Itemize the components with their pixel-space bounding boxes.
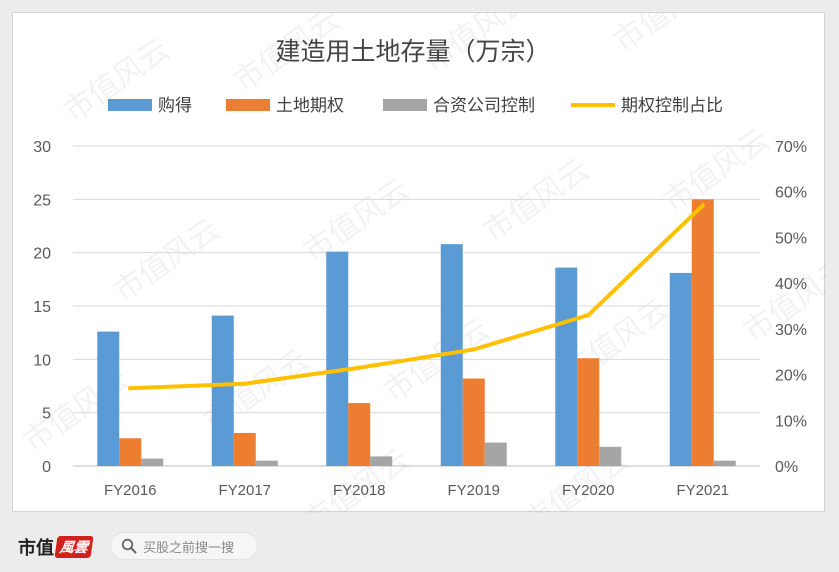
watermark-text: 市值风云 [608,13,725,59]
bar [326,251,349,466]
bar [713,460,736,466]
bar [141,458,164,466]
search-placeholder: 买股之前搜一搜 [143,539,235,555]
y-right-tick-label: 60% [775,185,807,202]
x-tick-label: FY2017 [218,482,271,499]
y-left-tick-label: 10 [33,352,51,369]
bar [462,378,485,466]
line-point [700,203,705,208]
watermark-text: 市值风云 [658,123,775,219]
bar [440,244,463,466]
x-tick-label: FY2018 [333,482,386,499]
bar [484,442,507,466]
bar [691,199,714,467]
y-left-tick-label: 5 [42,406,51,423]
brand-text: 市值 [18,538,54,559]
bar [370,456,393,466]
bar [233,432,256,466]
y-right-tick-label: 10% [775,413,807,430]
bar [211,315,234,466]
y-left-tick-label: 30 [33,139,51,156]
x-tick-label: FY2021 [676,482,729,499]
watermark-text: 市值风云 [108,213,225,309]
bar [119,438,142,466]
y-left-tick-label: 15 [33,299,51,316]
brand-badge: 風雲 [54,536,94,558]
y-right-tick-label: 40% [775,276,807,293]
chart-title: 建造用土地存量（万宗） [275,38,550,66]
legend-swatch [108,99,152,111]
watermark-text: 市值风云 [298,173,415,269]
y-left-tick-label: 0 [42,459,51,476]
footer-bar: 市值 風雲 买股之前搜一搜 [0,521,839,572]
y-right-tick-label: 0% [775,459,798,476]
bar [577,358,600,466]
legend-swatch [383,99,427,111]
legend-swatch [226,99,270,111]
y-right-tick-label: 70% [775,139,807,156]
search-icon [121,538,137,554]
y-right-tick-label: 20% [775,368,807,385]
y-right-tick-label: 30% [775,322,807,339]
bar [669,272,692,466]
line-point [586,312,591,318]
line-point [128,386,133,391]
line-point [357,365,362,370]
series-line [128,203,705,391]
bar [348,403,371,466]
x-tick-label: FY2019 [447,482,500,499]
brand-logo[interactable]: 市值 風雲 [18,534,94,560]
chart-card: 市值风云 市值风云 市值风云 市值风云 市值风云 市值风云 市值风云 市值风云 市值风云 市值风云… [12,12,826,513]
x-tick-label: FY2020 [562,482,615,499]
watermark-text: 市值风云 [478,153,595,249]
y-right-tick-label: 50% [775,230,807,247]
legend-label: 期权控制占比 [621,96,723,115]
x-tick-label: FY2016 [104,482,157,499]
bar [599,446,622,466]
legend-label: 土地期权 [276,96,344,115]
y-left-tick-label: 25 [33,192,51,209]
bar [97,331,120,466]
bar [555,267,578,466]
search-box[interactable]: 买股之前搜一搜 [110,532,258,560]
legend-label: 购得 [158,96,192,115]
legend-label: 合资公司控制 [433,96,535,115]
y-left-tick-label: 20 [33,246,51,263]
line-point [242,381,247,386]
line-point [471,347,476,352]
bar [255,460,278,466]
